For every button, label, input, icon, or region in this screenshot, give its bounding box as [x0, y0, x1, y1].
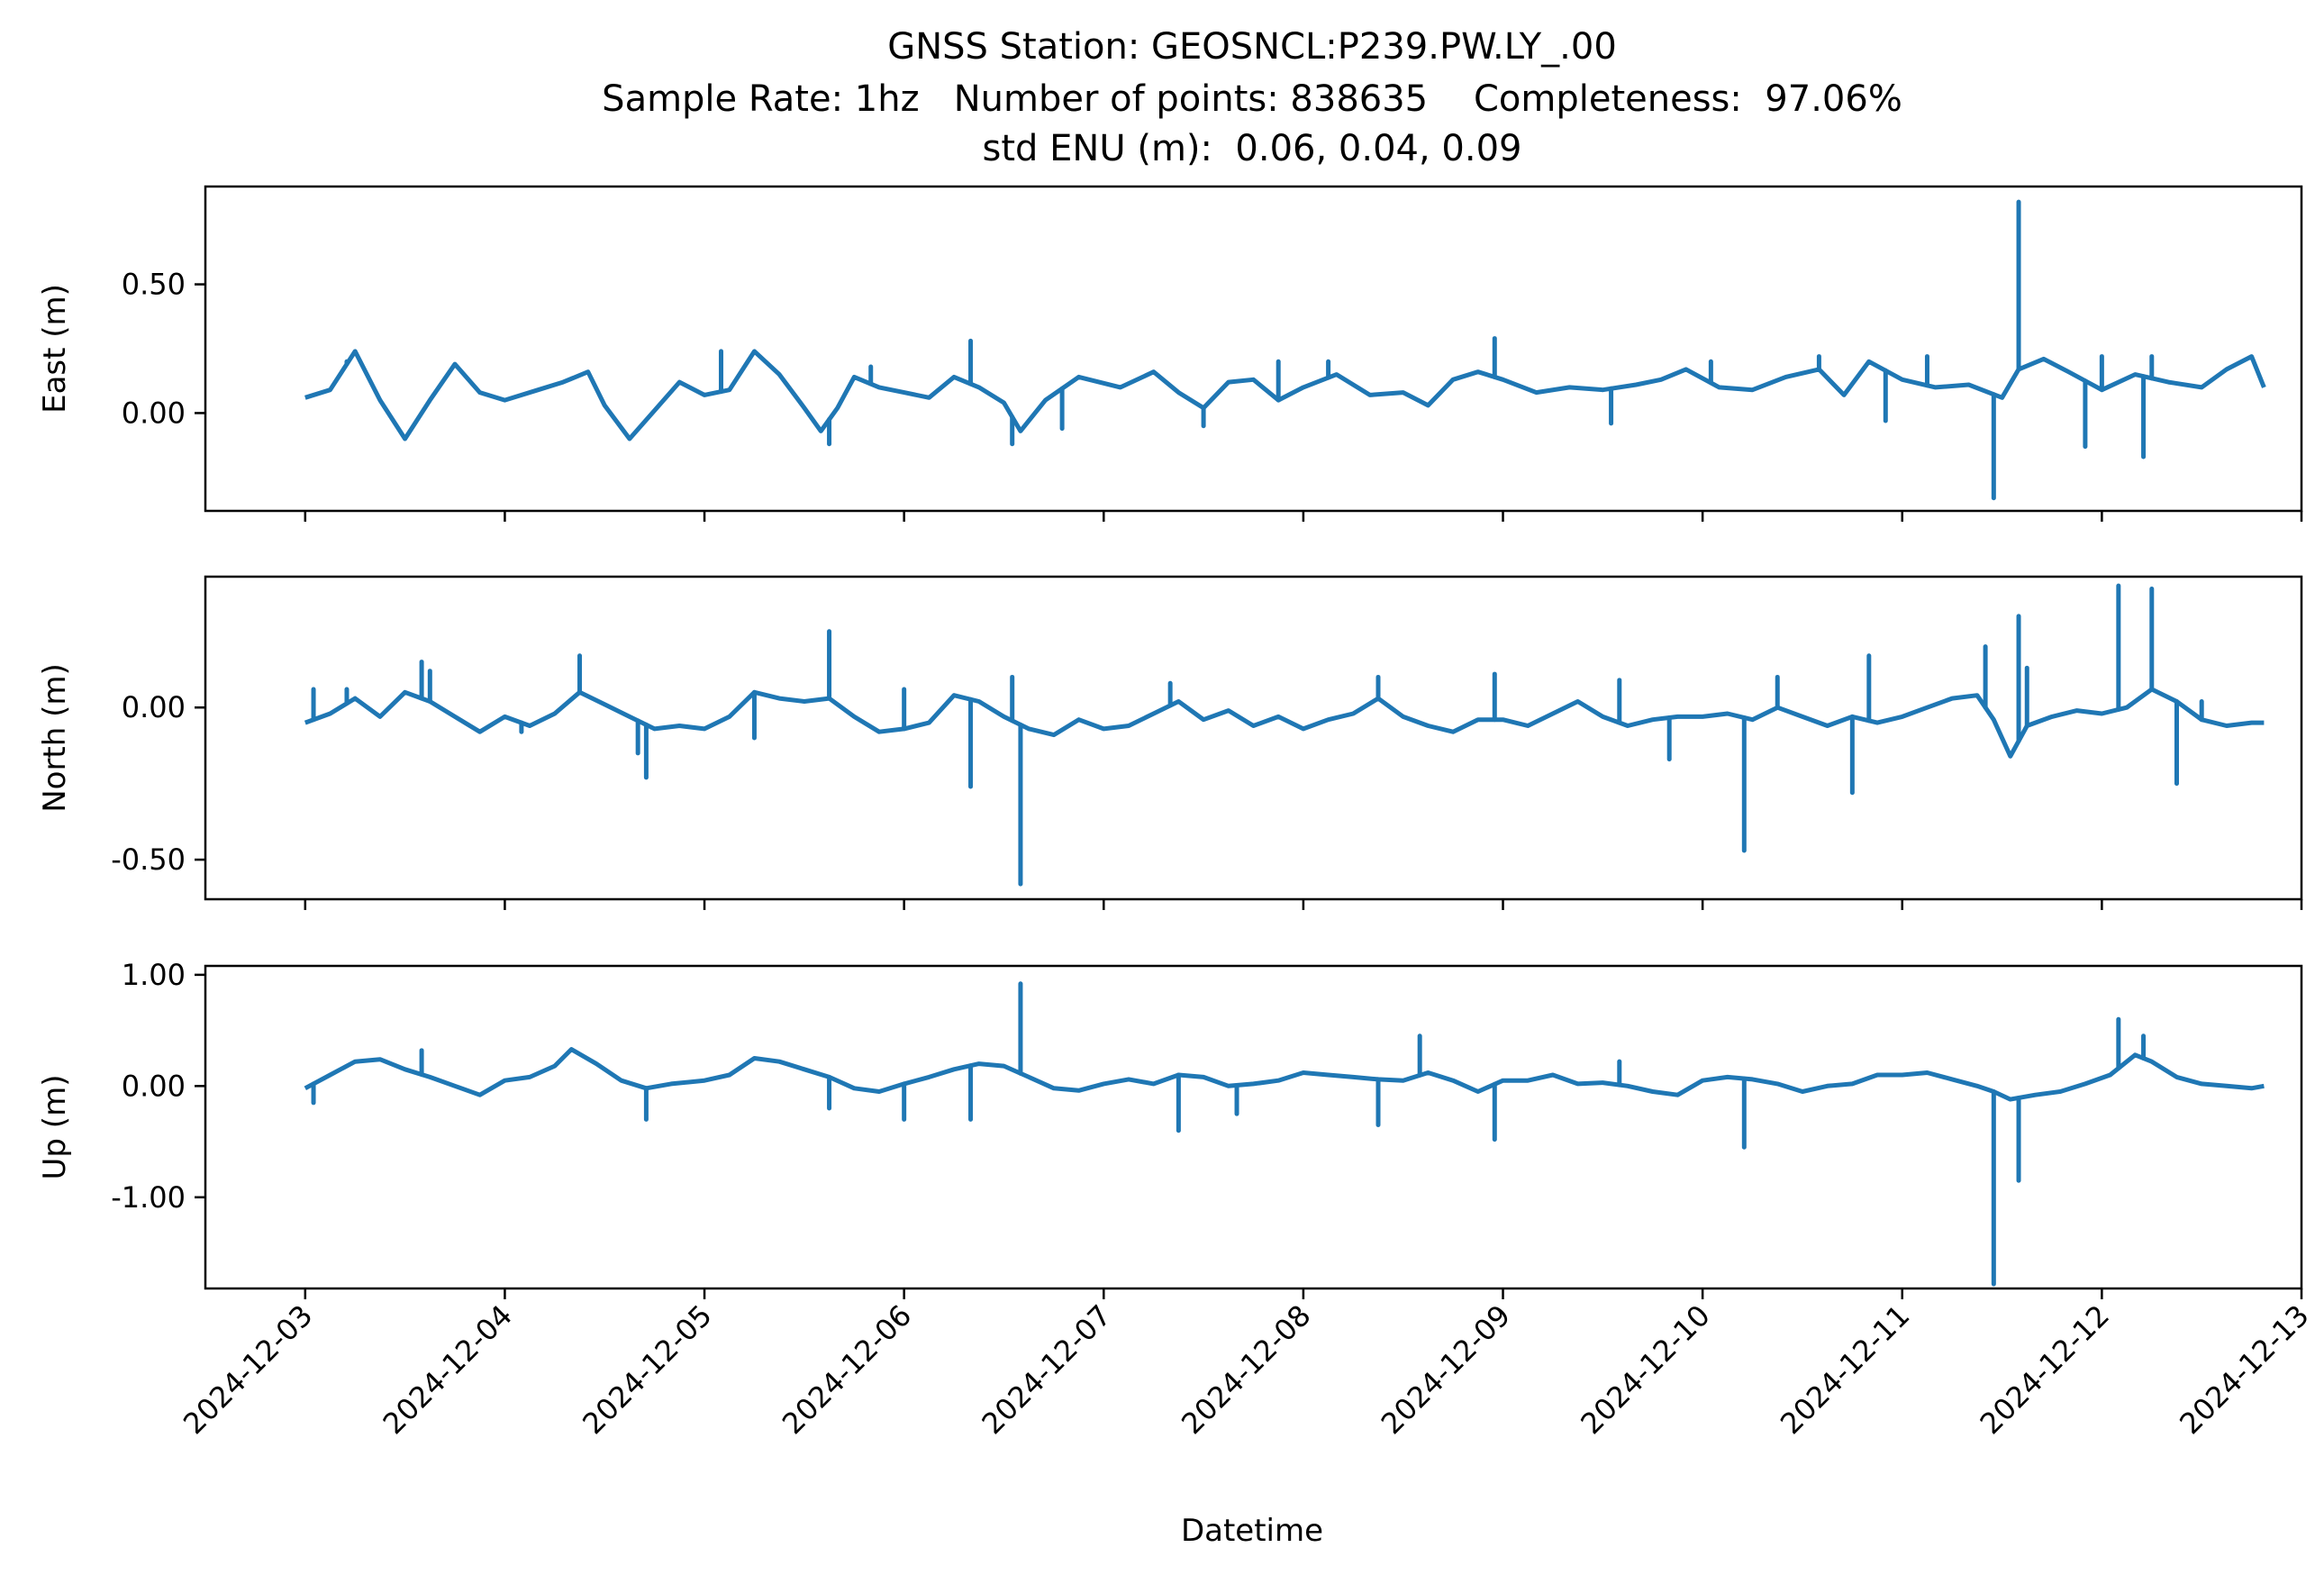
title-line-station: GNSS Station: GEOSNCL:P239.PW.LY_.00	[887, 26, 1617, 68]
title-line-sample-info: Sample Rate: 1hz Number of points: 83863…	[602, 78, 1902, 120]
north-y-tick-label: 0.00	[122, 690, 186, 724]
east-series-line	[304, 349, 2266, 442]
east-panel: 0.00 0.50 East (m)	[37, 185, 2303, 522]
east-y-tick-label: 0.50	[122, 268, 186, 302]
up-y-tick-label: 0.00	[122, 1069, 186, 1103]
x-axis-label: Datetime	[1181, 1513, 1323, 1549]
east-y-axis-label: East (m)	[37, 284, 73, 414]
up-series-line	[304, 1047, 2265, 1102]
east-y-tick-label: 0.00	[122, 396, 186, 430]
east-axes-frame	[204, 185, 2303, 513]
north-y-axis-label: North (m)	[37, 663, 73, 813]
title-line-std-enu: std ENU (m): 0.06, 0.04, 0.09	[983, 128, 1522, 169]
north-y-tick-label: -0.50	[111, 842, 186, 877]
up-panel: 1.00 0.00 -1.00 Up (m)	[37, 958, 2303, 1299]
up-y-axis-label: Up (m)	[37, 1075, 73, 1180]
north-panel: 0.00 -0.50 North (m)	[37, 575, 2303, 910]
north-axes-frame	[204, 575, 2303, 901]
up-y-tick-label: -1.00	[111, 1180, 186, 1215]
up-axes-frame	[204, 964, 2303, 1290]
figure-title: GNSS Station: GEOSNCL:P239.PW.LY_.00 Sam…	[602, 26, 1902, 169]
up-y-tick-label: 1.00	[122, 958, 186, 992]
